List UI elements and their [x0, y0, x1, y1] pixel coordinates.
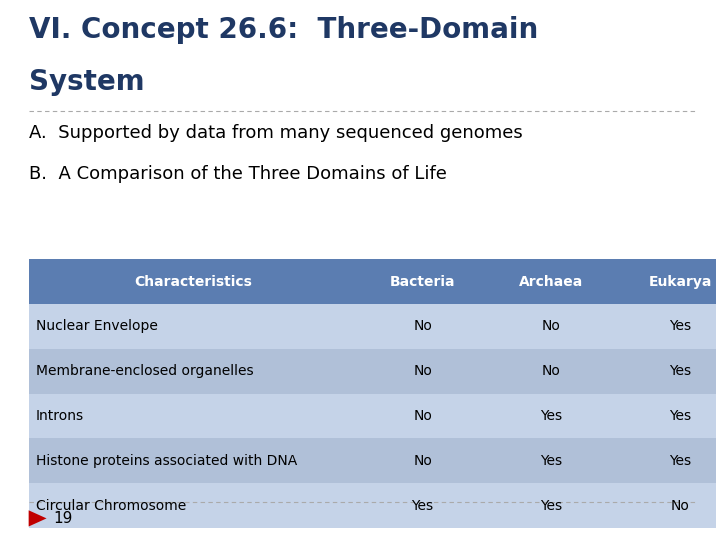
Text: Yes: Yes: [670, 409, 691, 423]
Text: Eukarya: Eukarya: [649, 275, 712, 288]
FancyBboxPatch shape: [358, 438, 487, 483]
Text: Yes: Yes: [670, 364, 691, 378]
Text: A.  Supported by data from many sequenced genomes: A. Supported by data from many sequenced…: [29, 124, 523, 142]
FancyBboxPatch shape: [616, 304, 720, 349]
FancyBboxPatch shape: [358, 304, 487, 349]
Polygon shape: [29, 510, 47, 526]
FancyBboxPatch shape: [29, 259, 358, 304]
FancyBboxPatch shape: [487, 483, 616, 528]
Text: System: System: [29, 68, 144, 96]
Text: Yes: Yes: [670, 454, 691, 468]
FancyBboxPatch shape: [29, 483, 358, 528]
FancyBboxPatch shape: [616, 438, 720, 483]
Text: Bacteria: Bacteria: [390, 275, 455, 288]
Text: B.  A Comparison of the Three Domains of Life: B. A Comparison of the Three Domains of …: [29, 165, 446, 183]
Text: Introns: Introns: [36, 409, 84, 423]
FancyBboxPatch shape: [358, 483, 487, 528]
Text: Circular Chromosome: Circular Chromosome: [36, 499, 186, 512]
Text: No: No: [413, 320, 432, 333]
Text: Histone proteins associated with DNA: Histone proteins associated with DNA: [36, 454, 297, 468]
Text: No: No: [671, 499, 690, 512]
FancyBboxPatch shape: [616, 394, 720, 438]
Text: 19: 19: [54, 511, 73, 526]
FancyBboxPatch shape: [358, 259, 487, 304]
Text: No: No: [542, 364, 561, 378]
Text: No: No: [413, 454, 432, 468]
Text: Yes: Yes: [541, 409, 562, 423]
FancyBboxPatch shape: [616, 483, 720, 528]
FancyBboxPatch shape: [487, 438, 616, 483]
Text: VI. Concept 26.6:  Three-Domain: VI. Concept 26.6: Three-Domain: [29, 16, 538, 44]
FancyBboxPatch shape: [29, 349, 358, 394]
FancyBboxPatch shape: [358, 394, 487, 438]
FancyBboxPatch shape: [29, 394, 358, 438]
Text: Yes: Yes: [541, 499, 562, 512]
FancyBboxPatch shape: [616, 349, 720, 394]
Text: Characteristics: Characteristics: [135, 275, 252, 288]
FancyBboxPatch shape: [616, 259, 720, 304]
FancyBboxPatch shape: [29, 304, 358, 349]
FancyBboxPatch shape: [487, 304, 616, 349]
Text: No: No: [542, 320, 561, 333]
FancyBboxPatch shape: [487, 349, 616, 394]
Text: Archaea: Archaea: [519, 275, 584, 288]
Text: Yes: Yes: [670, 320, 691, 333]
FancyBboxPatch shape: [358, 349, 487, 394]
Text: Yes: Yes: [541, 454, 562, 468]
FancyBboxPatch shape: [29, 438, 358, 483]
Text: Yes: Yes: [412, 499, 433, 512]
FancyBboxPatch shape: [487, 394, 616, 438]
Text: Membrane-enclosed organelles: Membrane-enclosed organelles: [36, 364, 253, 378]
Text: No: No: [413, 364, 432, 378]
Text: No: No: [413, 409, 432, 423]
FancyBboxPatch shape: [487, 259, 616, 304]
Text: Nuclear Envelope: Nuclear Envelope: [36, 320, 158, 333]
